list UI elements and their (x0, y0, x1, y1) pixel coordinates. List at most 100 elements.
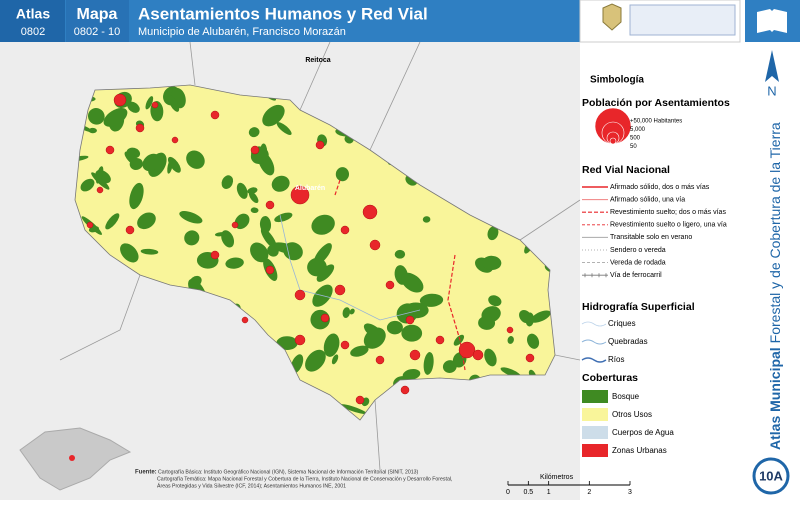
legend-symbol (582, 444, 608, 457)
source-line: Áreas Protegidas y Vida Silvestre (ICF, … (157, 482, 346, 489)
forest-patch (103, 107, 128, 127)
settlement (96, 186, 104, 194)
legend-label: Transitable solo en verano (610, 234, 692, 241)
settlement (231, 221, 239, 229)
forest-patch (167, 158, 173, 174)
forest-patch (250, 207, 259, 214)
legend-symbol (582, 426, 608, 439)
scale-tick-label: 0 (506, 489, 510, 496)
forest-patch (401, 324, 423, 342)
settlement (385, 280, 395, 290)
badge (752, 457, 790, 495)
forest-patch (335, 167, 350, 182)
settlement (265, 265, 275, 275)
side-title-bold: Atlas Municipal (767, 347, 783, 450)
settlement (151, 101, 159, 109)
forest-patch (323, 333, 340, 357)
inset-country (19, 427, 132, 491)
forest-patch (283, 242, 303, 261)
settlement (265, 200, 275, 210)
forest-patch (127, 101, 140, 113)
forest-patch (316, 264, 335, 282)
forest-patch (403, 302, 429, 319)
forest-patch (142, 153, 161, 172)
legend-label: 5,000 (630, 127, 646, 133)
place-label: Alubarén (295, 185, 325, 192)
settlement (472, 349, 484, 361)
settlement (334, 284, 346, 296)
forest-patch (422, 216, 431, 223)
settlement (135, 123, 145, 133)
forest-patch (276, 336, 298, 350)
source-label: Fuente: (135, 470, 157, 476)
settlement (458, 341, 476, 359)
legend-label: 500 (630, 136, 641, 142)
forest-patch (186, 150, 205, 169)
legend-symbol (581, 339, 607, 345)
source-line: Cartografía Temática: Mapa Nacional Fore… (157, 476, 452, 482)
atlas-label: Atlas (16, 6, 50, 22)
legend-section-title: Red Vial Nacional (582, 164, 670, 176)
forest-patch (394, 249, 406, 259)
forest-patch (488, 295, 502, 307)
forest-patch (248, 127, 260, 138)
badge-label: 10A (759, 468, 783, 483)
legend-symbol (582, 390, 608, 403)
forest-patch (527, 333, 540, 349)
forest-patch (349, 308, 355, 315)
forest-patch (519, 310, 532, 324)
settlement (362, 204, 378, 220)
inset-location (69, 455, 75, 461)
legend-section-title: Hidrografía Superficial (582, 301, 695, 313)
forest-patch (386, 320, 403, 335)
legend-symbol (581, 321, 607, 327)
scale-unit: Kilómetros (540, 474, 574, 481)
source-line: Cartografía Básica: Instituto Geográfico… (158, 469, 419, 475)
map-code: 0802 - 10 (74, 26, 120, 38)
scale-bar: Kilómetros 0 0.5 1 2 3 (506, 474, 632, 496)
legend-label: Revestimiento suelto; dos o más vías (610, 209, 726, 216)
north-arrow (765, 50, 779, 82)
legend-label: +50,000 Habitantes (630, 119, 682, 125)
legend-symbol (581, 357, 607, 363)
settlement (171, 136, 179, 144)
municipality-border (74, 84, 556, 421)
forest-patch (305, 349, 326, 372)
settlement (294, 289, 306, 301)
forest-patch (120, 243, 139, 263)
header-atlas-box (0, 0, 65, 42)
forest-patch (140, 248, 159, 255)
forest-patch (311, 214, 335, 235)
boundaries (59, 41, 581, 471)
settlement (105, 145, 115, 155)
settlement (320, 313, 330, 323)
forest-patch (267, 245, 279, 257)
north-label: N (767, 83, 776, 98)
settlement (250, 145, 260, 155)
legend-symbol (582, 408, 608, 421)
forest-patch (453, 334, 465, 346)
forest-patch (247, 187, 258, 194)
legend-label: Afirmado sólido, dos o más vías (610, 184, 710, 191)
place-label: Reitoca (305, 57, 330, 64)
settlement (369, 239, 381, 251)
settlement (340, 225, 350, 235)
forest-patch (401, 272, 424, 293)
forest-patch (482, 255, 502, 270)
legend-label: Vía de ferrocarril (610, 272, 662, 279)
legend-label: Sendero o vereda (610, 247, 666, 254)
side-title-normal: Forestal y de Cobertura de la Tierra (767, 122, 783, 343)
settlement (86, 221, 94, 229)
logo-icf (629, 4, 736, 36)
forest-patch (80, 178, 95, 192)
forest-patch (184, 230, 200, 246)
forest-patch (137, 212, 156, 230)
settlement (355, 395, 365, 405)
legend-section-title: Coberturas (582, 372, 638, 384)
settlement (435, 335, 445, 345)
settlement (525, 353, 535, 363)
forest-patch (234, 213, 250, 230)
scale-tick-label: 2 (587, 489, 591, 496)
settlement (506, 326, 514, 334)
forest-patch (478, 316, 496, 330)
